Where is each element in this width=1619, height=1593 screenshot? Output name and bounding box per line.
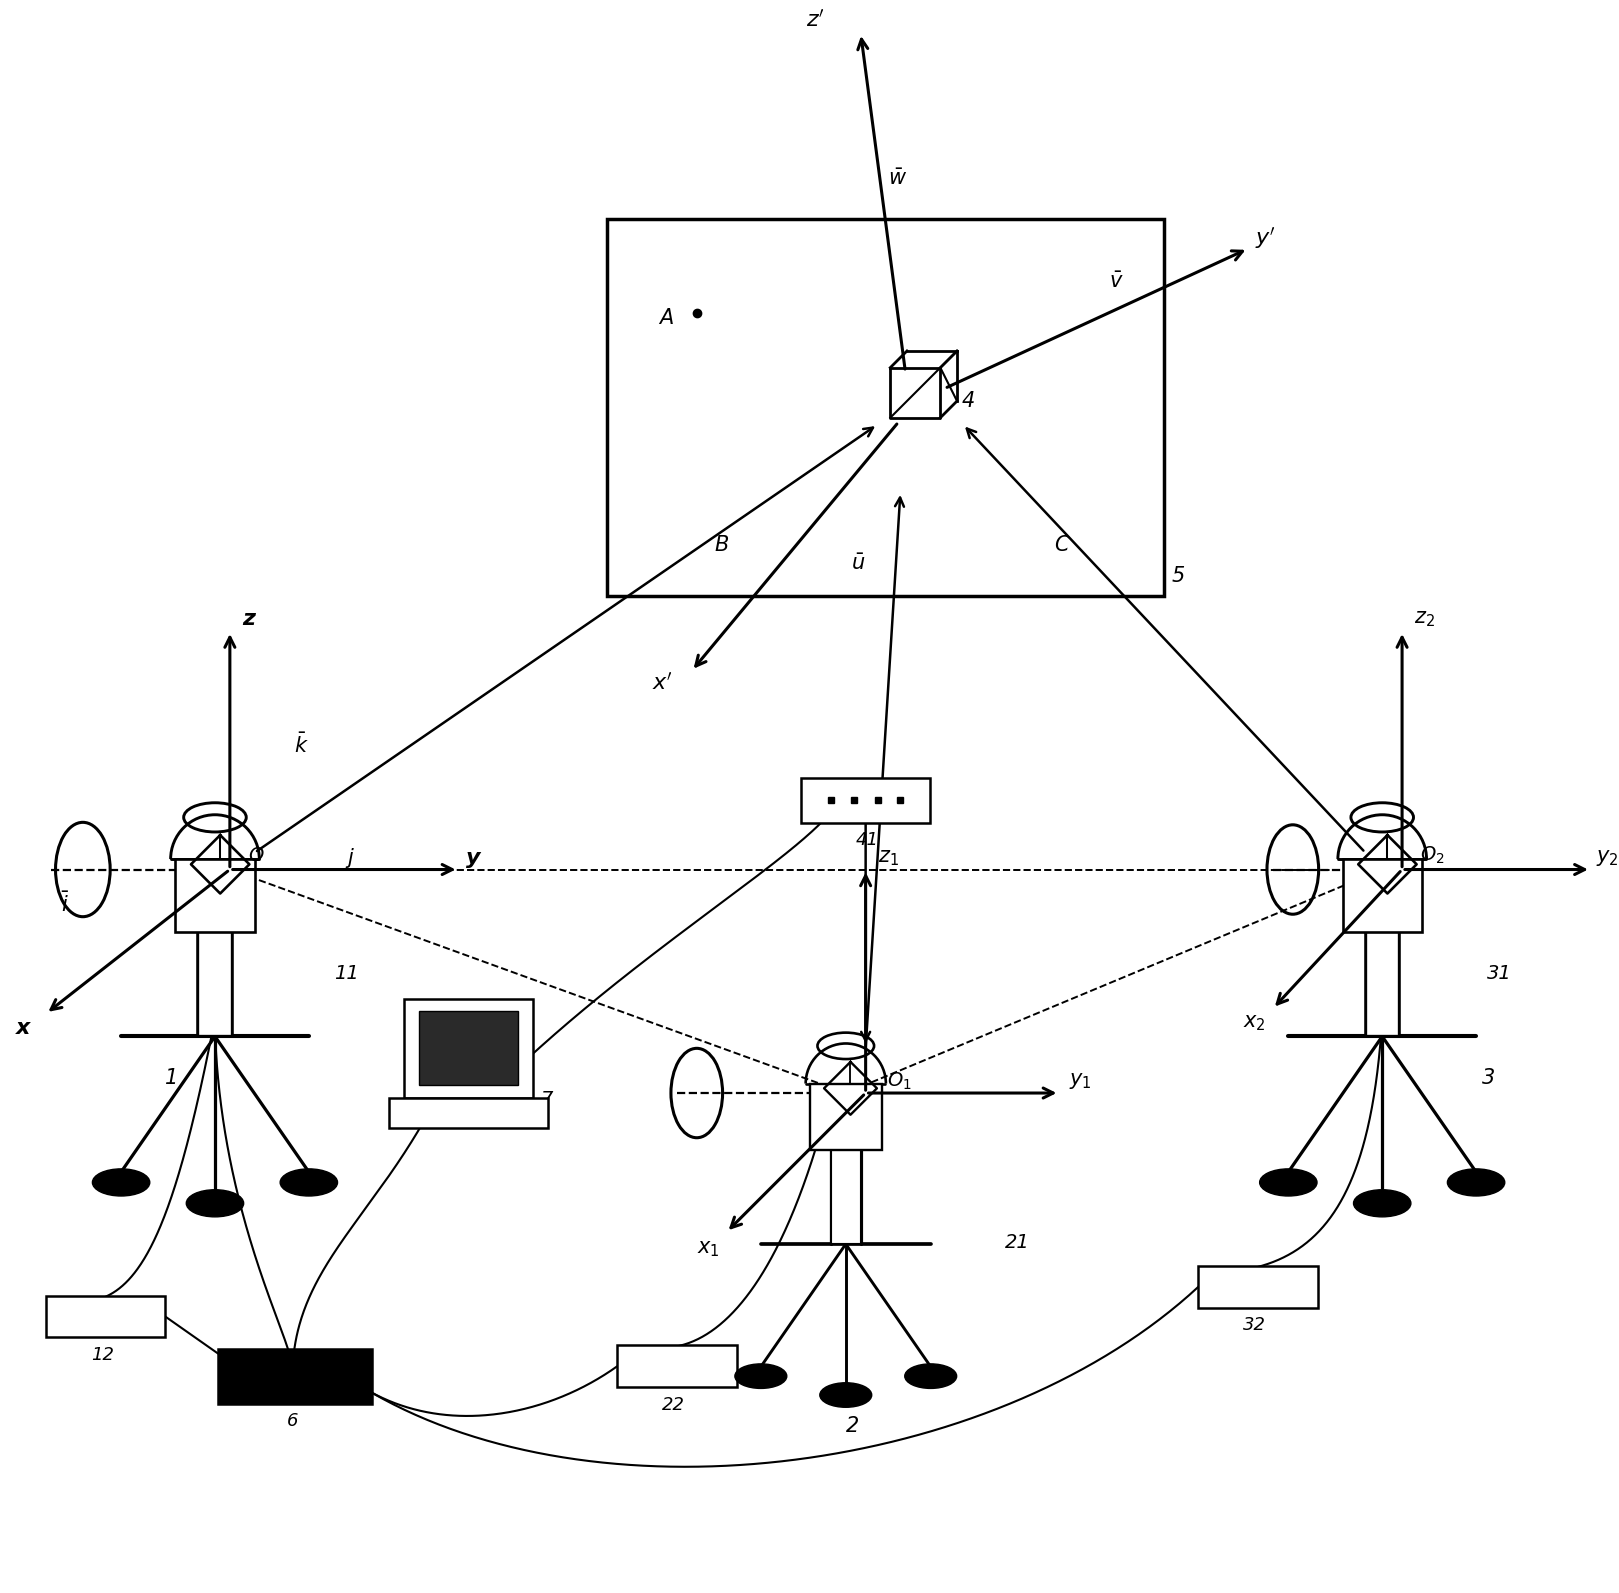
Bar [175, 859, 254, 932]
Text: $z'$: $z'$ [806, 10, 824, 30]
Text: $x_1$: $x_1$ [696, 1239, 719, 1258]
Text: j: j [346, 847, 353, 868]
Text: $\bar{k}$: $\bar{k}$ [295, 733, 309, 757]
Bar [1365, 879, 1399, 1037]
Text: O: O [248, 846, 264, 865]
Text: 11: 11 [334, 964, 359, 983]
Text: 22: 22 [662, 1395, 685, 1415]
Ellipse shape [92, 1169, 151, 1196]
Bar [1198, 1266, 1318, 1308]
Text: $\bar{v}$: $\bar{v}$ [1109, 271, 1124, 292]
Text: x: x [16, 1018, 31, 1039]
Text: $z_1$: $z_1$ [877, 847, 899, 868]
Text: C: C [1054, 535, 1069, 554]
Ellipse shape [280, 1169, 337, 1196]
Text: $O_1$: $O_1$ [887, 1070, 911, 1091]
Bar [607, 218, 1164, 596]
Bar [617, 1346, 737, 1388]
Text: $\bar{w}$: $\bar{w}$ [889, 169, 908, 190]
Text: 7: 7 [539, 1091, 552, 1109]
Bar [831, 1102, 861, 1244]
Ellipse shape [1353, 1190, 1410, 1217]
Bar [801, 777, 931, 824]
Text: $\bar{i}$: $\bar{i}$ [62, 892, 70, 916]
Text: y: y [466, 847, 481, 868]
Text: $y'$: $y'$ [1255, 226, 1276, 252]
Bar [198, 879, 232, 1037]
Ellipse shape [1447, 1169, 1504, 1196]
Text: $x_2$: $x_2$ [1243, 1013, 1266, 1034]
Text: $x'$: $x'$ [652, 672, 674, 695]
Ellipse shape [819, 1383, 871, 1407]
Bar [419, 1010, 518, 1085]
Text: B: B [714, 535, 729, 554]
Bar [219, 1349, 372, 1403]
Text: 21: 21 [1005, 1233, 1030, 1252]
Ellipse shape [1260, 1169, 1316, 1196]
Text: 12: 12 [91, 1346, 113, 1364]
Text: A: A [659, 307, 674, 328]
Text: 31: 31 [1486, 964, 1511, 983]
Bar [810, 1083, 882, 1150]
Text: 4: 4 [962, 390, 975, 411]
Text: $\bar{u}$: $\bar{u}$ [850, 553, 865, 573]
Text: z: z [241, 609, 254, 629]
Bar [45, 1295, 165, 1338]
Ellipse shape [735, 1364, 787, 1389]
Text: $O_2$: $O_2$ [1420, 844, 1444, 867]
Text: 32: 32 [1243, 1316, 1266, 1335]
Text: 5: 5 [1172, 567, 1185, 586]
Ellipse shape [905, 1364, 957, 1389]
Bar [403, 999, 533, 1098]
Text: 41: 41 [856, 830, 879, 849]
Text: 3: 3 [1481, 1069, 1494, 1088]
Bar [389, 1098, 547, 1128]
Bar [1342, 859, 1421, 932]
Text: 1: 1 [165, 1069, 178, 1088]
Text: $z_2$: $z_2$ [1413, 609, 1434, 629]
Text: $y_2$: $y_2$ [1596, 847, 1619, 868]
Text: $y_1$: $y_1$ [1069, 1070, 1093, 1091]
Text: 6: 6 [287, 1411, 298, 1431]
Ellipse shape [186, 1190, 243, 1217]
Text: 2: 2 [845, 1416, 860, 1435]
